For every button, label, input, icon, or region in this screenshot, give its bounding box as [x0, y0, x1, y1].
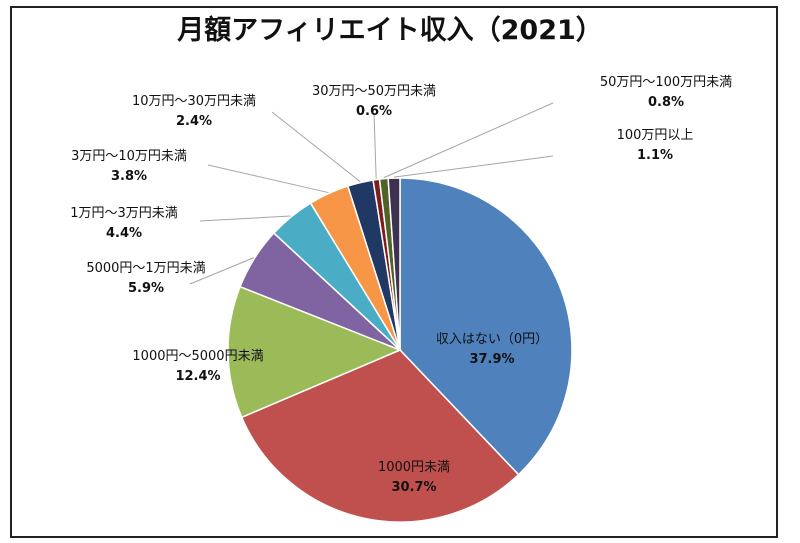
slice-value-2: 12.4% [175, 369, 220, 384]
slice-value-8: 0.8% [648, 95, 684, 110]
pie-slice-0 [399, 177, 573, 476]
leader-line-6 [271, 111, 361, 183]
slice-label-5: 3万円～10万円未満 [71, 149, 187, 164]
chart-title: 月額アフィリエイト収入（2021） [177, 15, 603, 46]
slice-label-4: 1万円～3万円未満 [70, 206, 178, 221]
slice-label-1: 1000円未満 [378, 460, 450, 475]
slice-value-3: 5.9% [128, 281, 164, 296]
slice-label-9: 100万円以上 [617, 128, 694, 143]
slice-value-6: 2.4% [176, 114, 212, 129]
leader-line-3 [189, 257, 254, 285]
slice-value-9: 1.1% [637, 148, 673, 163]
leader-line-5 [207, 164, 329, 194]
slice-label-0: 収入はない（0円） [436, 332, 548, 347]
slice-label-7: 30万円～50万円未満 [312, 84, 436, 99]
slice-value-7: 0.6% [356, 104, 392, 119]
leader-line-4 [199, 215, 291, 222]
slice-value-0: 37.9% [469, 352, 514, 367]
slice-value-1: 30.7% [391, 480, 436, 495]
slice-label-6: 10万円～30万円未満 [132, 94, 256, 109]
leader-line-9 [393, 155, 554, 178]
slice-label-8: 50万円～100万円未満 [600, 75, 732, 90]
leader-line-7 [373, 112, 377, 179]
leader-line-8 [383, 102, 554, 179]
pie-slice-9 [387, 177, 401, 351]
slice-value-4: 4.4% [106, 226, 142, 241]
slice-label-3: 5000円～1万円未満 [86, 261, 205, 276]
pie-slice-1 [240, 349, 520, 523]
slice-label-2: 1000円～5000円未満 [132, 349, 263, 364]
slice-value-5: 3.8% [111, 169, 147, 184]
